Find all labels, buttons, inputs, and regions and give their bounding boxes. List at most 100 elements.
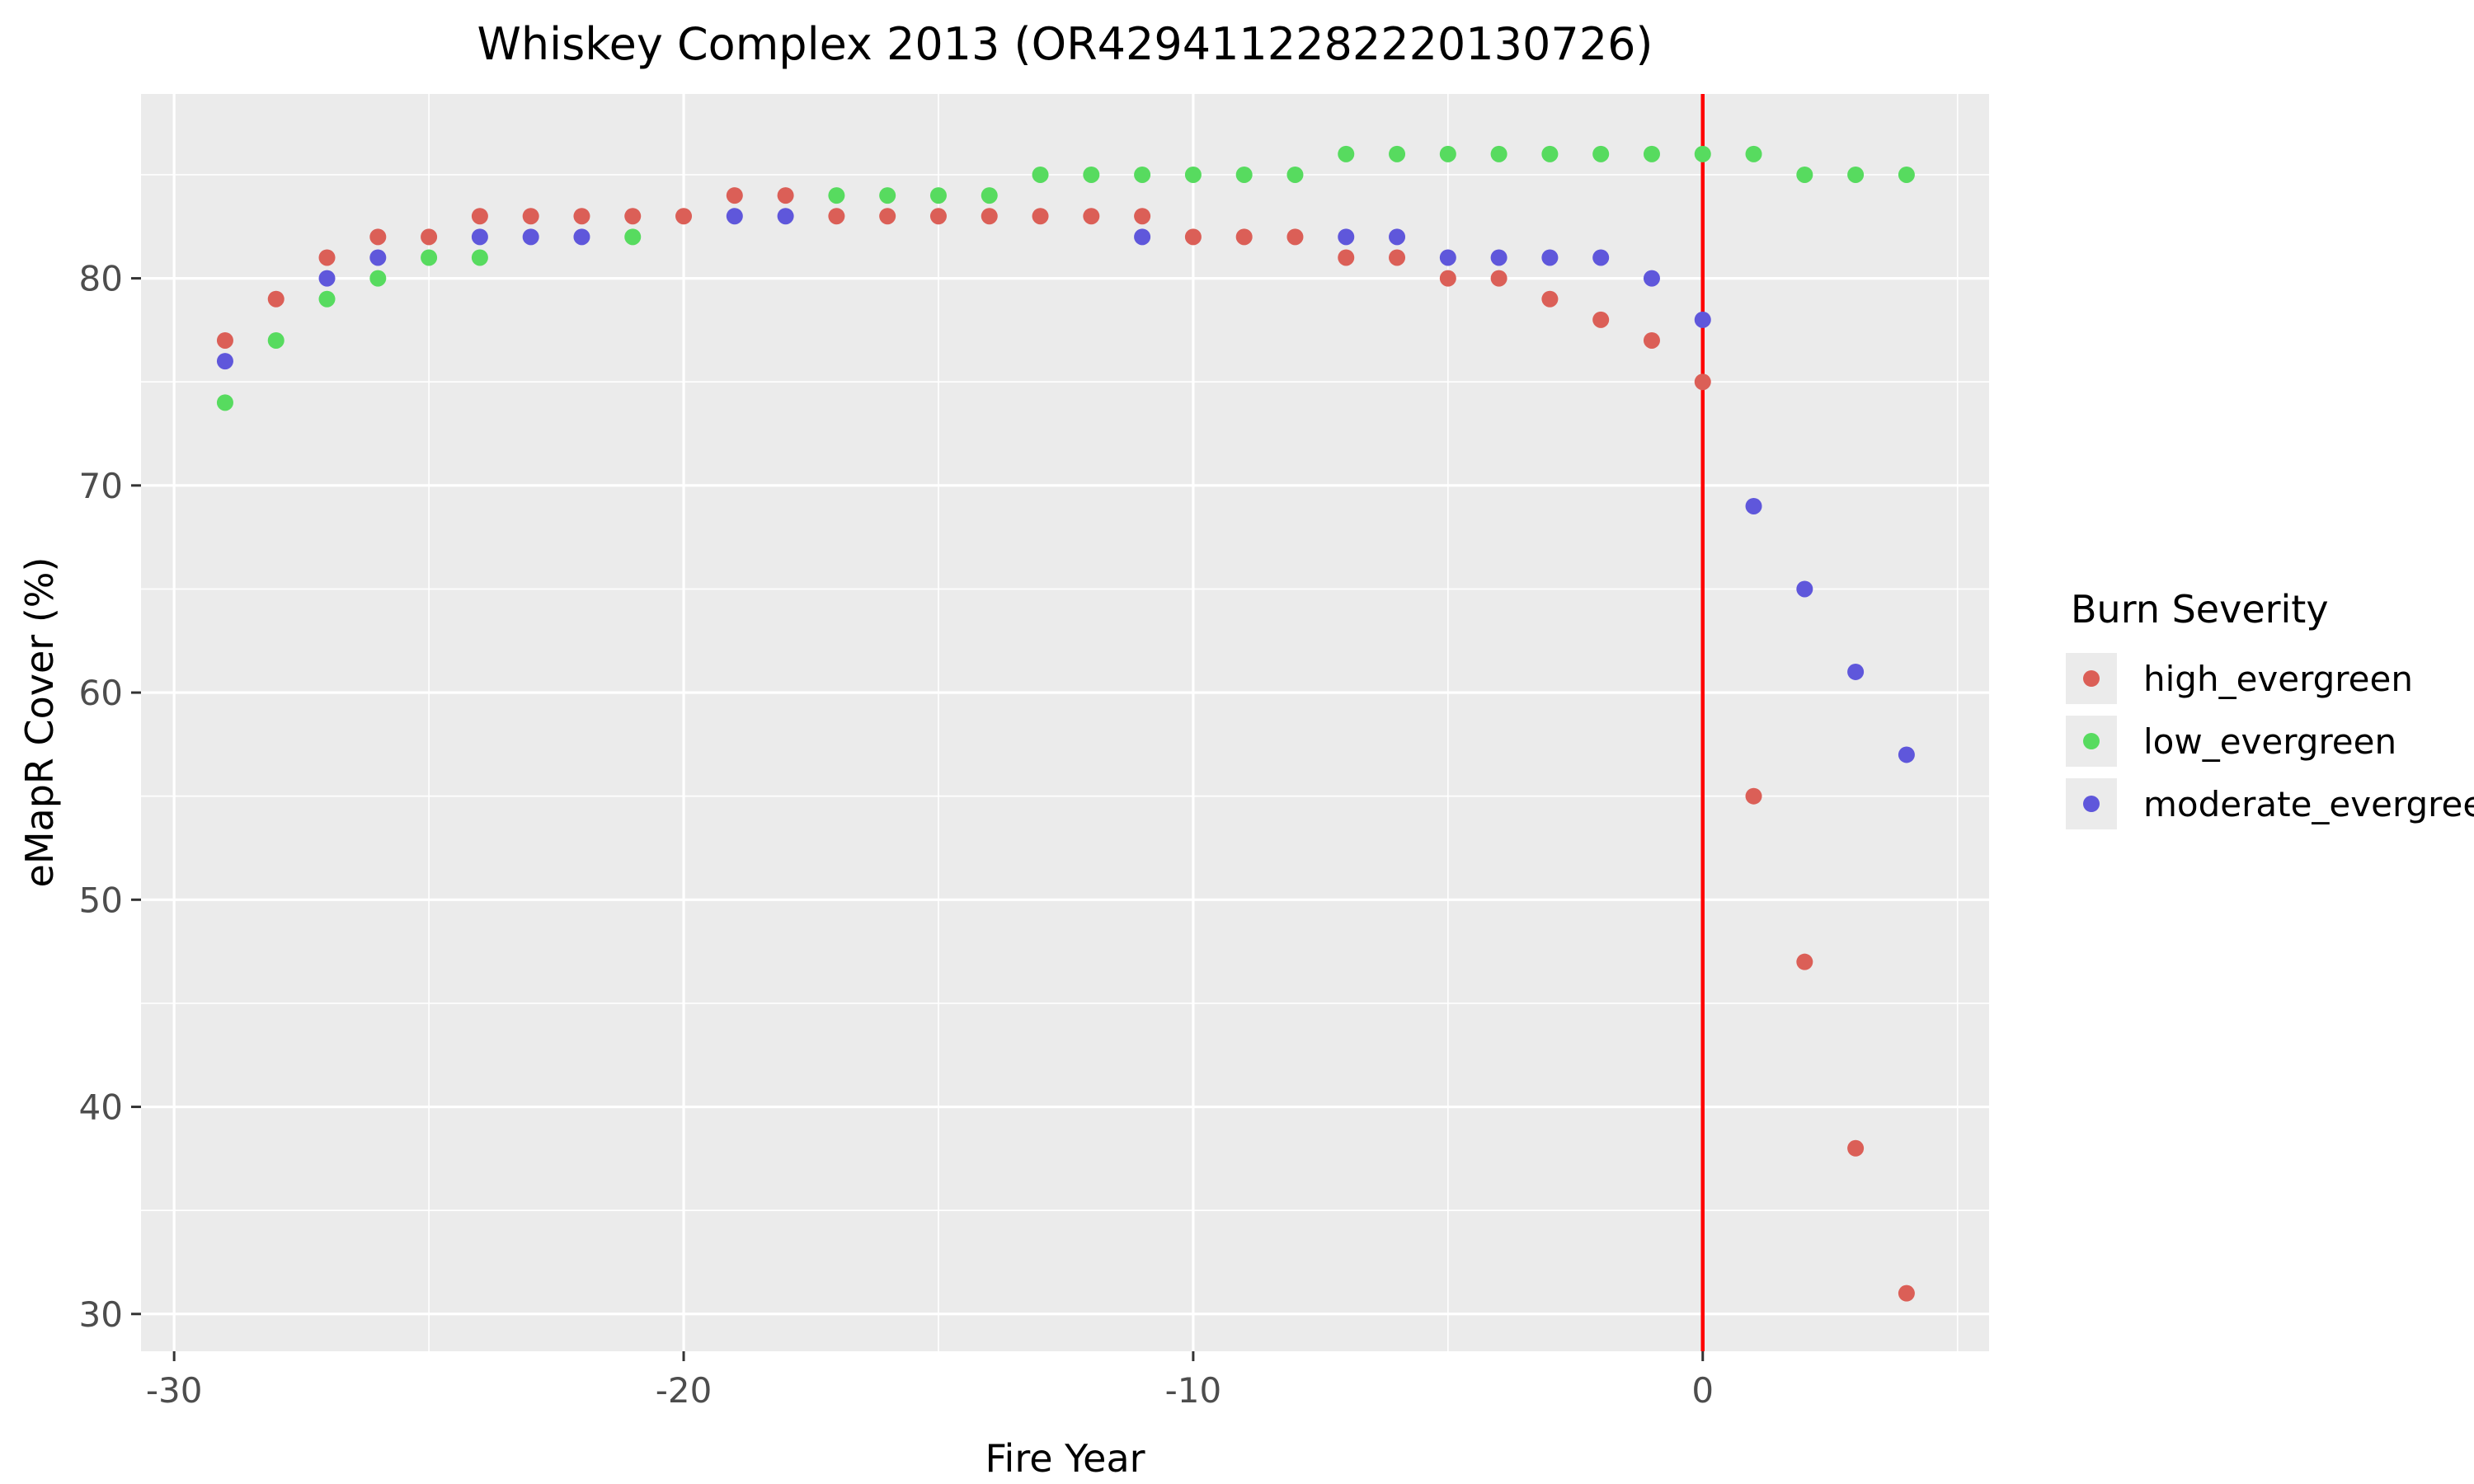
data-point-high_evergreen (879, 208, 896, 225)
data-point-low_evergreen (1592, 145, 1610, 162)
y-tick-label: 80 (79, 259, 123, 299)
legend-item-label: high_evergreen (2143, 658, 2413, 699)
moderate-evergreen-dot-icon (2083, 796, 2100, 812)
data-point-low_evergreen (1490, 145, 1507, 162)
data-point-moderate_evergreen (369, 249, 387, 266)
data-point-high_evergreen (573, 208, 590, 225)
data-point-high_evergreen (1389, 249, 1406, 266)
data-point-high_evergreen (828, 208, 845, 225)
data-point-low_evergreen (1184, 166, 1202, 183)
data-point-high_evergreen (726, 187, 743, 204)
x-tick-label: -20 (656, 1370, 713, 1411)
data-point-low_evergreen (1134, 166, 1151, 183)
y-tick-label: 40 (79, 1087, 123, 1128)
data-point-high_evergreen (1338, 249, 1355, 266)
data-point-moderate_evergreen (216, 353, 233, 370)
data-point-high_evergreen (1134, 208, 1151, 225)
data-point-high_evergreen (675, 208, 693, 225)
legend-item-moderate-evergreen: moderate_evergreen (2066, 778, 2474, 829)
data-point-high_evergreen (1541, 290, 1559, 308)
data-point-moderate_evergreen (1338, 228, 1355, 246)
data-point-high_evergreen (1745, 787, 1762, 805)
data-point-low_evergreen (471, 249, 488, 266)
x-axis-title: Fire Year (985, 1436, 1145, 1481)
data-point-low_evergreen (1439, 145, 1456, 162)
data-point-high_evergreen (624, 208, 642, 225)
data-point-high_evergreen (1592, 311, 1610, 328)
data-point-low_evergreen (1235, 166, 1253, 183)
data-point-moderate_evergreen (1898, 746, 1915, 763)
data-point-high_evergreen (267, 290, 285, 308)
data-point-low_evergreen (216, 394, 233, 411)
data-point-high_evergreen (421, 228, 438, 246)
data-point-low_evergreen (318, 290, 336, 308)
data-point-moderate_evergreen (1389, 228, 1406, 246)
data-point-high_evergreen (1286, 228, 1304, 246)
legend-item-low-evergreen: low_evergreen (2066, 716, 2474, 767)
data-point-moderate_evergreen (1439, 249, 1456, 266)
data-point-moderate_evergreen (318, 270, 336, 287)
data-point-low_evergreen (369, 270, 387, 287)
data-point-high_evergreen (929, 208, 947, 225)
data-point-moderate_evergreen (1490, 249, 1507, 266)
data-point-high_evergreen (471, 208, 488, 225)
chart-title: Whiskey Complex 2013 (OR4294112282220130… (477, 18, 1653, 70)
legend-title: Burn Severity (2071, 587, 2329, 632)
data-point-high_evergreen (1796, 953, 1813, 970)
data-point-high_evergreen (1898, 1284, 1915, 1302)
data-point-high_evergreen (1184, 228, 1202, 246)
data-point-high_evergreen (1694, 373, 1711, 391)
data-point-low_evergreen (1286, 166, 1304, 183)
y-tick-label: 50 (79, 880, 123, 920)
data-point-low_evergreen (1083, 166, 1100, 183)
legend-key-box (2066, 778, 2117, 829)
x-tick-label: 0 (1691, 1370, 1714, 1411)
data-point-low_evergreen (828, 187, 845, 204)
data-point-low_evergreen (1338, 145, 1355, 162)
data-point-moderate_evergreen (1847, 663, 1865, 680)
data-point-high_evergreen (1847, 1139, 1865, 1157)
data-point-high_evergreen (1235, 228, 1253, 246)
data-point-moderate_evergreen (1745, 497, 1762, 514)
data-point-moderate_evergreen (573, 228, 590, 246)
data-point-moderate_evergreen (1694, 311, 1711, 328)
data-point-moderate_evergreen (777, 208, 794, 225)
data-point-low_evergreen (624, 228, 642, 246)
data-point-high_evergreen (1439, 270, 1456, 287)
plot-panel-background (141, 94, 1989, 1351)
data-point-high_evergreen (1083, 208, 1100, 225)
y-tick-label: 30 (79, 1294, 123, 1335)
data-point-low_evergreen (1796, 166, 1813, 183)
data-point-low_evergreen (929, 187, 947, 204)
data-point-low_evergreen (1847, 166, 1865, 183)
data-point-low_evergreen (981, 187, 998, 204)
data-point-high_evergreen (1643, 331, 1660, 349)
high-evergreen-dot-icon (2083, 670, 2100, 687)
data-point-high_evergreen (216, 331, 233, 349)
legend: Burn Severity high_evergreen low_evergre… (2066, 587, 2474, 841)
data-point-moderate_evergreen (1134, 228, 1151, 246)
data-point-low_evergreen (421, 249, 438, 266)
legend-item-label: moderate_evergreen (2143, 783, 2474, 824)
data-point-high_evergreen (1032, 208, 1049, 225)
data-point-high_evergreen (1490, 270, 1507, 287)
data-point-low_evergreen (1898, 166, 1915, 183)
data-point-moderate_evergreen (1592, 249, 1610, 266)
data-point-low_evergreen (879, 187, 896, 204)
data-point-high_evergreen (318, 249, 336, 266)
legend-item-high-evergreen: high_evergreen (2066, 653, 2474, 704)
data-point-low_evergreen (1694, 145, 1711, 162)
data-point-moderate_evergreen (1541, 249, 1559, 266)
x-tick-label: -10 (1165, 1370, 1222, 1411)
data-point-low_evergreen (1745, 145, 1762, 162)
legend-item-label: low_evergreen (2143, 721, 2397, 762)
legend-key-box (2066, 653, 2117, 704)
data-point-high_evergreen (981, 208, 998, 225)
data-point-high_evergreen (522, 208, 539, 225)
data-point-high_evergreen (777, 187, 794, 204)
data-point-low_evergreen (1643, 145, 1660, 162)
data-point-low_evergreen (1541, 145, 1559, 162)
data-point-moderate_evergreen (522, 228, 539, 246)
